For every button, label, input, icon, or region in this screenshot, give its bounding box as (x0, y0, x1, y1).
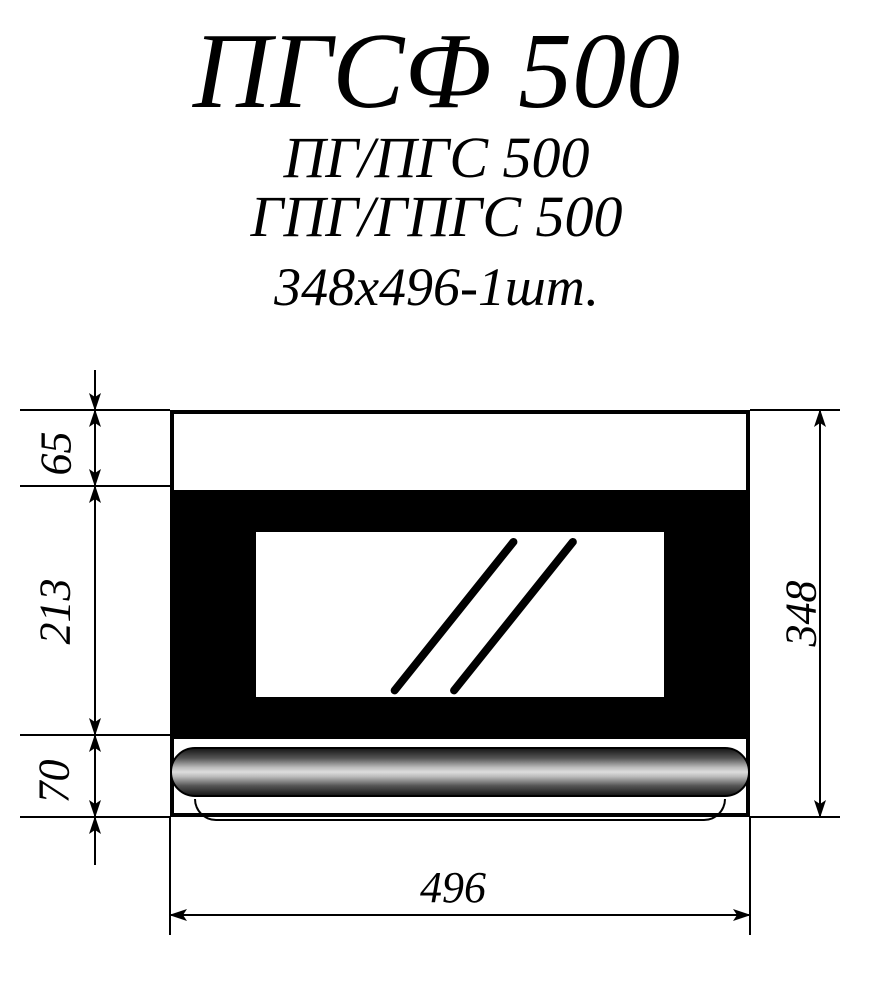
title-block: ПГСФ 500 ПГ/ПГС 500 ГПГ/ГПГС 500 348х496… (0, 0, 873, 318)
drawing-area: 65 213 70 348 496 (0, 370, 873, 1000)
dim-height: 348 (776, 581, 827, 647)
dim-bot-band: 70 (29, 760, 80, 804)
main-title: ПГСФ 500 (0, 10, 873, 134)
dim-mid-band: 213 (30, 579, 81, 645)
size-note: 348х496-1шт. (0, 256, 873, 318)
dim-width: 496 (420, 862, 486, 913)
dim-top-band: 65 (31, 432, 82, 476)
subtitle-2: ГПГ/ГПГС 500 (0, 183, 873, 250)
subtitle-1: ПГ/ПГС 500 (0, 124, 873, 191)
